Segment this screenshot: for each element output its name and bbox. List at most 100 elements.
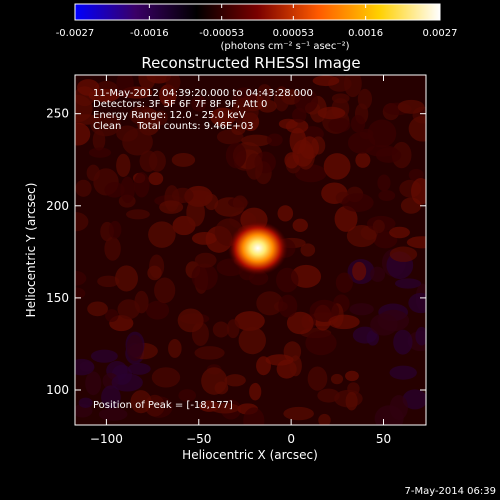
texture-blob bbox=[88, 147, 112, 158]
texture-blob bbox=[101, 385, 121, 410]
texture-blob bbox=[204, 193, 219, 211]
texture-blob bbox=[346, 224, 377, 248]
texture-blob bbox=[234, 311, 265, 331]
texture-blob bbox=[292, 218, 308, 232]
x-axis: −100 −50 0 50 bbox=[90, 75, 391, 446]
colorbar-gradient bbox=[74, 3, 441, 21]
plot-area bbox=[75, 75, 426, 425]
texture-blob bbox=[98, 407, 128, 421]
texture-blob bbox=[194, 252, 217, 268]
texture-blob bbox=[273, 86, 290, 112]
colorbar-tick-label: 0.0027 bbox=[423, 28, 458, 39]
texture-blob bbox=[225, 142, 247, 169]
texture-blob bbox=[210, 402, 240, 414]
texture-blob bbox=[349, 303, 374, 316]
texture-blob bbox=[345, 391, 358, 411]
texture-blob bbox=[224, 374, 246, 387]
texture-blob bbox=[177, 308, 204, 333]
y-tick-label: 250 bbox=[46, 107, 69, 121]
texture-blob bbox=[341, 193, 374, 213]
texture-blob bbox=[78, 397, 93, 408]
texture-blob bbox=[352, 261, 367, 281]
texture-blob bbox=[290, 264, 322, 288]
colorbar-ticks: -0.0027 -0.0016 -0.00053 0.00053 0.0016 0.002… bbox=[56, 4, 458, 39]
x-tick-label: 50 bbox=[376, 432, 391, 446]
plot-frame bbox=[74, 74, 427, 426]
texture-blob bbox=[165, 75, 181, 92]
texture-blob bbox=[178, 389, 197, 402]
texture-blob bbox=[277, 205, 294, 222]
texture-blob bbox=[389, 246, 418, 262]
y-tick-label: 200 bbox=[46, 199, 69, 213]
texture-blob bbox=[406, 236, 426, 249]
texture-blob bbox=[85, 371, 102, 396]
flare-source bbox=[227, 221, 288, 276]
texture-blob bbox=[286, 311, 314, 335]
texture-blob bbox=[75, 270, 87, 286]
texture-blob bbox=[154, 110, 168, 126]
texture-blob bbox=[88, 89, 120, 102]
texture-blob bbox=[104, 236, 121, 261]
colorbar-tick-label: -0.0016 bbox=[130, 28, 169, 39]
texture-blob bbox=[231, 97, 259, 126]
colorbar-tick-label: -0.00053 bbox=[199, 28, 244, 39]
texture-blob bbox=[245, 153, 263, 180]
texture-blob bbox=[105, 309, 119, 322]
texture-blob bbox=[108, 220, 122, 239]
texture-blob bbox=[258, 99, 277, 113]
colorbar-units-label: (photons cm⁻² s⁻¹ asec⁻²) bbox=[220, 41, 349, 52]
texture-blob bbox=[87, 301, 108, 317]
texture-blob bbox=[391, 141, 412, 169]
y-tick-label: 100 bbox=[46, 383, 69, 397]
texture-blob bbox=[231, 123, 246, 135]
texture-blob bbox=[126, 209, 150, 220]
x-tick-label: 0 bbox=[287, 432, 295, 446]
texture-blob bbox=[415, 326, 426, 346]
colorbar-tick-label: 0.0016 bbox=[348, 28, 383, 39]
colorbar-tick-label: -0.0027 bbox=[56, 28, 95, 39]
texture-blob bbox=[138, 75, 156, 90]
texture-blob bbox=[335, 272, 353, 293]
texture-blob bbox=[159, 200, 184, 214]
texture-blob bbox=[276, 267, 299, 293]
texture-blob bbox=[147, 265, 162, 281]
texture-blob bbox=[90, 349, 118, 363]
texture-blob bbox=[317, 106, 346, 120]
texture-blob bbox=[366, 330, 379, 346]
texture-blob bbox=[330, 373, 344, 385]
texture-blob bbox=[97, 275, 120, 288]
texture-blob bbox=[191, 95, 207, 112]
texture-blob bbox=[238, 326, 266, 355]
texture-blob bbox=[154, 277, 176, 304]
texture-blob bbox=[117, 299, 140, 320]
texture-blob bbox=[393, 329, 413, 355]
texture-blob bbox=[75, 287, 86, 300]
texture-blob bbox=[171, 153, 196, 167]
texture-blob bbox=[294, 89, 319, 113]
texture-blob bbox=[115, 265, 138, 292]
texture-blob bbox=[226, 319, 240, 339]
y-tick-label: 150 bbox=[46, 291, 69, 305]
texture-blob bbox=[317, 388, 340, 403]
texture-blob bbox=[355, 152, 371, 168]
texture-blob bbox=[377, 309, 410, 332]
texture-blob bbox=[378, 190, 396, 202]
texture-blob bbox=[350, 114, 366, 133]
texture-blob bbox=[292, 107, 307, 123]
texture-blob bbox=[249, 382, 262, 401]
annotation-line: Energy Range: 12.0 - 25.0 keV bbox=[93, 110, 246, 121]
texture-blob bbox=[75, 122, 91, 146]
texture-blob bbox=[307, 366, 328, 391]
y-axis: 100 150 200 250 bbox=[46, 107, 426, 397]
texture-blob bbox=[334, 205, 358, 232]
x-axis-label: Heliocentric X (arcsec) bbox=[182, 448, 318, 462]
texture-blob bbox=[345, 370, 359, 382]
texture-blob bbox=[151, 367, 181, 388]
texture-blob bbox=[312, 75, 340, 87]
texture-blob bbox=[266, 133, 283, 147]
texture-blob bbox=[408, 292, 426, 314]
texture-blob bbox=[201, 367, 228, 395]
texture-blob bbox=[191, 263, 218, 291]
colorbar-tick-label: 0.00053 bbox=[273, 28, 314, 39]
chart-title: Reconstructed RHESSI Image bbox=[141, 54, 360, 72]
